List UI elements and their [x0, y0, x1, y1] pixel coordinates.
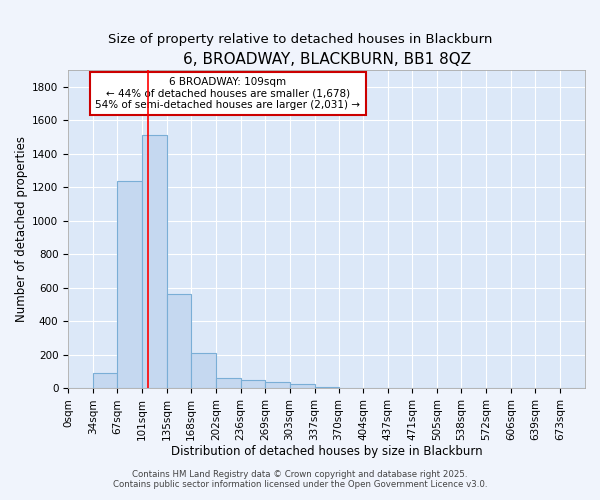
Bar	[216, 378, 241, 388]
X-axis label: Distribution of detached houses by size in Blackburn: Distribution of detached houses by size …	[171, 444, 482, 458]
Text: Contains HM Land Registry data © Crown copyright and database right 2025.
Contai: Contains HM Land Registry data © Crown c…	[113, 470, 487, 489]
Y-axis label: Number of detached properties: Number of detached properties	[15, 136, 28, 322]
Title: 6, BROADWAY, BLACKBURN, BB1 8QZ: 6, BROADWAY, BLACKBURN, BB1 8QZ	[182, 52, 470, 68]
Bar	[167, 294, 191, 388]
Bar	[93, 372, 117, 388]
Bar	[314, 387, 338, 388]
Bar	[191, 354, 216, 388]
Text: 6 BROADWAY: 109sqm
← 44% of detached houses are smaller (1,678)
54% of semi-deta: 6 BROADWAY: 109sqm ← 44% of detached hou…	[95, 77, 361, 110]
Bar	[142, 136, 167, 388]
Text: Size of property relative to detached houses in Blackburn: Size of property relative to detached ho…	[108, 32, 492, 46]
Bar	[117, 180, 142, 388]
Bar	[290, 384, 314, 388]
Bar	[265, 382, 290, 388]
Bar	[241, 380, 265, 388]
